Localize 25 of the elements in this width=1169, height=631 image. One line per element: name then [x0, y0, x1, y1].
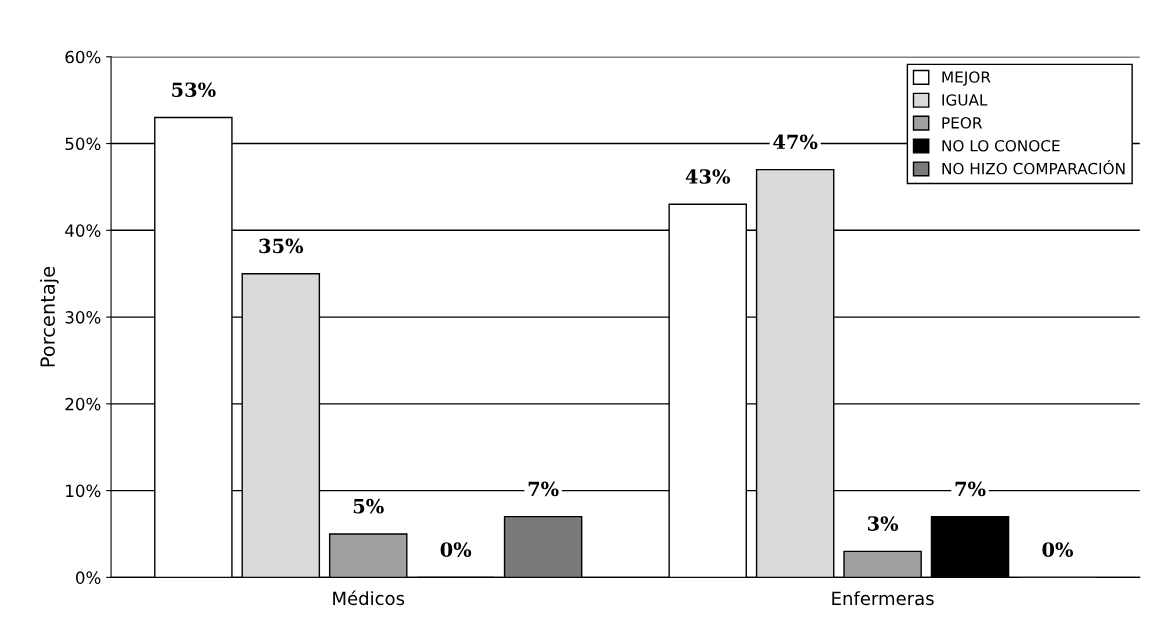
data-label: 35%	[259, 238, 304, 254]
x-tick-label: Médicos	[333, 590, 405, 606]
legend-label: PEOR	[942, 117, 983, 129]
y-tick-label: 20%	[65, 397, 101, 411]
data-label: 43%	[685, 169, 731, 184]
data-label: 7%	[528, 481, 559, 497]
y-tick-label: 0%	[75, 571, 101, 584]
y-tick-label: 50%	[65, 137, 101, 151]
x-tick-label: Enfermeras	[832, 591, 934, 606]
y-tick-label: 60%	[65, 50, 101, 64]
legend-label: NO HIZO COMPARACIÓN	[942, 160, 1125, 175]
y-tick-label: 10%	[66, 484, 101, 498]
legend-label: MEJOR	[942, 71, 991, 86]
data-label: 7%	[955, 481, 986, 497]
data-label: 3%	[867, 516, 899, 531]
y-tick-label: 40%	[65, 224, 101, 237]
data-label: 0%	[1042, 542, 1074, 557]
y-tick-label: 30%	[65, 311, 101, 324]
data-label: 0%	[440, 542, 472, 557]
data-label: 47%	[773, 134, 818, 150]
y-axis-title: Porcentaje	[39, 266, 59, 367]
data-label: 53%	[172, 82, 216, 98]
legend-label: IGUAL	[942, 94, 988, 106]
data-label: 5%	[353, 498, 384, 514]
legend-label: NO LO CONOCE	[942, 139, 1060, 152]
